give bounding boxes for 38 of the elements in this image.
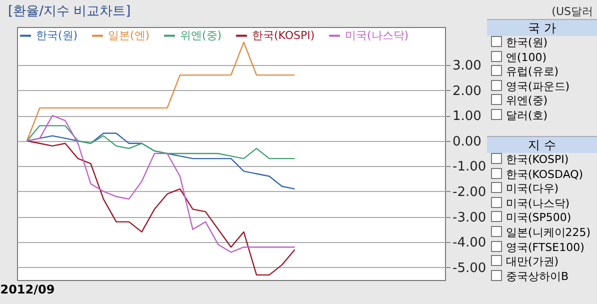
text: (US달러 — [552, 4, 593, 19]
y-tick-label: -5.00 — [452, 260, 486, 276]
text: 한국(원) — [506, 36, 548, 49]
text: 미국(다우) — [506, 182, 559, 196]
line-series — [26, 125, 296, 160]
legend-label: 미국(나스닥) — [345, 28, 409, 42]
text: 미국(SP500) — [506, 211, 572, 224]
legend-label: 일본(엔) — [108, 28, 150, 42]
x-tick-label: 2012/09 — [0, 282, 55, 296]
y-tick-label: 0.00 — [452, 134, 482, 150]
legend-label: 한국(KOSPI) — [252, 28, 315, 42]
y-tick-label: 1.00 — [452, 109, 482, 124]
legend-label: 한국(원) — [36, 28, 78, 42]
text: 미국(나스닥) — [506, 196, 570, 210]
y-tick-label: -3.00 — [452, 210, 486, 226]
y-tick-label: -4.00 — [452, 236, 486, 251]
y-tick-label: -1.00 — [452, 160, 486, 175]
y-tick-label: 3.00 — [452, 58, 482, 74]
text: 지 수 — [487, 136, 597, 153]
text: 영국(파운드) — [506, 80, 570, 93]
legend-label: 위엔(중) — [180, 28, 222, 42]
text: 달러(호) — [506, 108, 548, 122]
line-series — [26, 140, 296, 276]
text: 일본(니케이225) — [506, 226, 591, 239]
text: 유럽(유로) — [506, 65, 559, 78]
y-tick-label: 2.00 — [452, 84, 482, 99]
text: 한국(KOSDAQ) — [506, 168, 584, 181]
text: 위엔(중) — [506, 94, 548, 108]
text: 영국(FTSE100) — [506, 240, 584, 254]
line-series — [26, 42, 296, 142]
text: 중국상하이B — [506, 270, 569, 283]
y-tick-label: -2.00 — [452, 184, 486, 200]
chart-title: [환율/지수 비교차트] — [8, 3, 131, 20]
text: 국 가 — [487, 19, 597, 36]
text: 엔(100) — [506, 50, 547, 64]
text: 대만(가권) — [506, 255, 559, 268]
line-series — [26, 114, 296, 253]
text: 한국(KOSPI) — [506, 153, 569, 166]
